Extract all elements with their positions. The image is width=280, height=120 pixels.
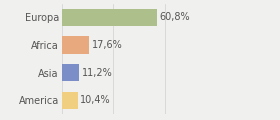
Bar [62, 64, 79, 81]
Bar [62, 36, 89, 54]
Text: 60,8%: 60,8% [159, 12, 190, 22]
Bar [62, 92, 78, 109]
Text: 11,2%: 11,2% [81, 68, 112, 78]
Bar [62, 9, 157, 26]
Text: 17,6%: 17,6% [92, 40, 122, 50]
Text: 10,4%: 10,4% [80, 95, 111, 105]
